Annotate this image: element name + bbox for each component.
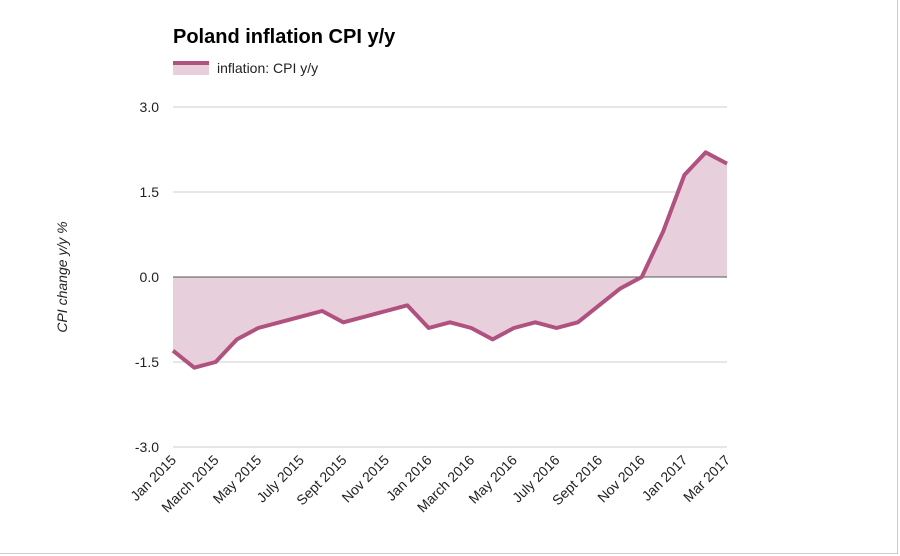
y-tick-label: 3.0 [140,99,160,115]
x-tick-label: Nov 2016 [594,452,648,506]
series-line [171,150,728,370]
legend-swatch [173,61,209,75]
legend[interactable]: inflation: CPI y/y [173,60,318,76]
chart-title: Poland inflation CPI y/y [173,26,396,48]
y-tick-label: 0.0 [140,269,160,285]
series-area [173,152,727,368]
y-tick-label: 1.5 [140,184,160,200]
y-tick-label: -3.0 [135,439,159,455]
x-tick-label: Mar 2017 [680,452,733,505]
y-tick-label: -1.5 [135,354,159,370]
legend-label: inflation: CPI y/y [217,60,319,76]
x-tick-label: Nov 2015 [339,452,393,506]
